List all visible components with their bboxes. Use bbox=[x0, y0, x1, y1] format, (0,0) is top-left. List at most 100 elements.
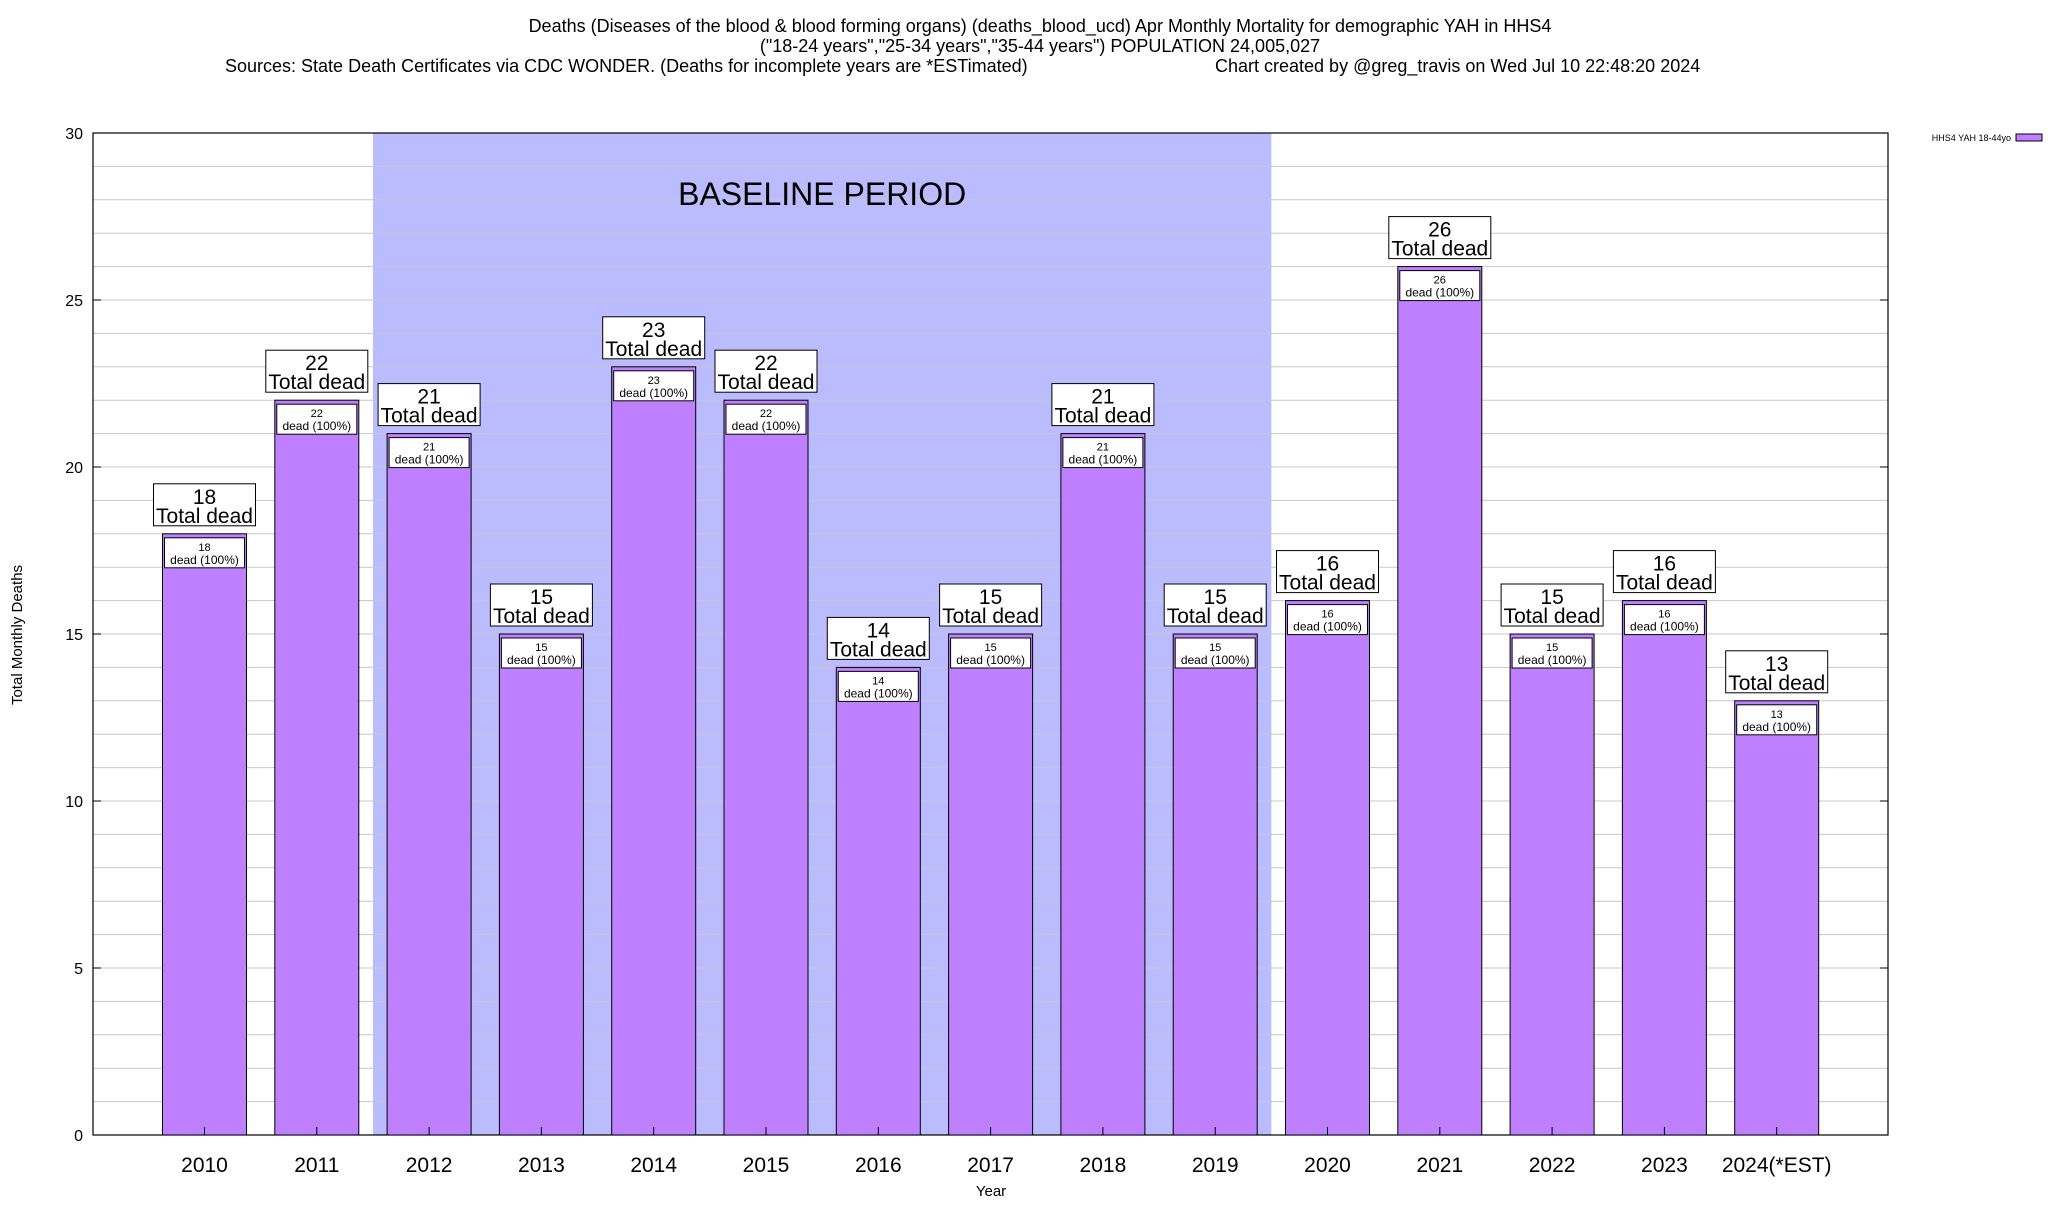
y-tick-label: 20 bbox=[65, 460, 83, 477]
y-tick-label: 5 bbox=[74, 961, 83, 978]
bar bbox=[274, 399, 360, 1136]
bar-total-value-label: 16 bbox=[1653, 553, 1676, 576]
bar-inner-percent-label: dead (100%) bbox=[170, 553, 239, 567]
bar-inner-label-box bbox=[950, 637, 1032, 669]
bar-total-value-label: 15 bbox=[1540, 586, 1563, 609]
bar-total-value-label: 14 bbox=[867, 619, 891, 642]
bar bbox=[1734, 700, 1820, 1136]
y-axis-label: Total Monthly Deaths bbox=[9, 565, 26, 705]
bar-total-text-label: Total dead bbox=[1279, 572, 1376, 595]
bar-inner-percent-label: dead (100%) bbox=[1405, 286, 1474, 300]
legend-label: HHS4 YAH 18-44yo bbox=[1932, 133, 2011, 143]
bar-inner-value-label: 18 bbox=[198, 542, 210, 554]
bar-total-label-box bbox=[1051, 383, 1155, 427]
bar-inner-value-label: 16 bbox=[1321, 609, 1333, 621]
bar bbox=[498, 633, 584, 1136]
bar-total-label-box bbox=[826, 616, 930, 660]
bar-inner-label-box bbox=[725, 403, 807, 435]
bar-total-label-box bbox=[377, 383, 481, 427]
x-tick-label: 2018 bbox=[1080, 1154, 1127, 1177]
bar-inner-value-label: 13 bbox=[1771, 709, 1783, 721]
bar-inner-value-label: 15 bbox=[1209, 642, 1221, 654]
y-tick-label: 15 bbox=[65, 627, 83, 644]
y-tick-label: 30 bbox=[65, 126, 83, 143]
bar-total-value-label: 16 bbox=[1316, 553, 1339, 576]
bar-inner-label-box bbox=[613, 370, 695, 402]
bar-total-value-label: 21 bbox=[1091, 386, 1114, 409]
bar-inner-percent-label: dead (100%) bbox=[956, 653, 1025, 667]
y-tick-label: 0 bbox=[74, 1128, 83, 1145]
bar-inner-value-label: 15 bbox=[1546, 642, 1558, 654]
bar-total-text-label: Total dead bbox=[268, 371, 365, 394]
bar-total-value-label: 22 bbox=[305, 352, 328, 375]
bar-total-value-label: 13 bbox=[1765, 653, 1788, 676]
bar-inner-label-box bbox=[1623, 604, 1705, 636]
bar bbox=[386, 433, 472, 1136]
baseline-period-label: BASELINE PERIOD bbox=[678, 176, 966, 212]
bar-total-text-label: Total dead bbox=[830, 638, 927, 661]
bar-inner-percent-label: dead (100%) bbox=[1630, 620, 1699, 634]
bar-total-text-label: Total dead bbox=[493, 605, 590, 628]
bar-inner-value-label: 26 bbox=[1434, 275, 1446, 287]
x-tick-label: 2023 bbox=[1641, 1154, 1688, 1177]
y-tick-label: 25 bbox=[65, 293, 83, 310]
bar-inner-label-box bbox=[1736, 704, 1818, 736]
bar-total-label-box bbox=[714, 349, 818, 393]
bar-total-label-box bbox=[602, 316, 706, 360]
bar-inner-percent-label: dead (100%) bbox=[282, 419, 351, 433]
bar-inner-percent-label: dead (100%) bbox=[1069, 453, 1138, 467]
bar-inner-label-box bbox=[500, 637, 582, 669]
bar-total-label-box bbox=[153, 483, 256, 527]
bar-total-text-label: Total dead bbox=[718, 371, 815, 394]
bar-total-label-box bbox=[489, 583, 593, 627]
bar bbox=[1285, 600, 1370, 1136]
bar-inner-label-box bbox=[1062, 437, 1144, 469]
bar-total-value-label: 15 bbox=[979, 586, 1002, 609]
bar bbox=[1060, 433, 1146, 1136]
x-axis-label: Year bbox=[976, 1183, 1006, 1200]
bar-inner-percent-label: dead (100%) bbox=[507, 653, 576, 667]
bar-total-text-label: Total dead bbox=[1728, 672, 1825, 695]
bar-total-text-label: Total dead bbox=[942, 605, 1039, 628]
bar-inner-label-box bbox=[1174, 637, 1256, 669]
x-tick-label: 2017 bbox=[967, 1154, 1014, 1177]
bar bbox=[835, 666, 921, 1136]
x-tick-label: 2013 bbox=[518, 1154, 565, 1177]
x-tick-label: 2012 bbox=[406, 1154, 453, 1177]
bar-total-label-box bbox=[1725, 650, 1829, 694]
bar-inner-value-label: 15 bbox=[984, 642, 996, 654]
chart-title: Deaths (Diseases of the blood & blood fo… bbox=[529, 16, 1552, 37]
x-tick-label: 2014 bbox=[630, 1154, 677, 1177]
bar bbox=[723, 399, 809, 1136]
x-tick-label: 2015 bbox=[743, 1154, 790, 1177]
legend: HHS4 YAH 18-44yo bbox=[1932, 133, 2043, 143]
bar-inner-percent-label: dead (100%) bbox=[732, 419, 801, 433]
bar-inner-value-label: 14 bbox=[872, 675, 884, 687]
bar-total-value-label: 18 bbox=[193, 486, 216, 509]
bar-inner-label-box bbox=[164, 537, 245, 569]
bar-total-text-label: Total dead bbox=[1391, 238, 1488, 261]
bar-total-label-box bbox=[1276, 550, 1379, 594]
bar-total-value-label: 15 bbox=[530, 586, 553, 609]
bar-total-text-label: Total dead bbox=[1167, 605, 1264, 628]
x-tick-label: 2019 bbox=[1192, 1154, 1239, 1177]
bar-total-value-label: 21 bbox=[417, 386, 440, 409]
bar-inner-label-box bbox=[1399, 270, 1481, 302]
bar-total-value-label: 26 bbox=[1428, 219, 1451, 242]
bar-inner-value-label: 16 bbox=[1658, 609, 1670, 621]
bar-total-label-box bbox=[1388, 216, 1492, 260]
bar-total-label-box bbox=[1612, 550, 1716, 594]
bar bbox=[162, 533, 247, 1136]
bar-total-text-label: Total dead bbox=[605, 338, 702, 361]
bar bbox=[611, 366, 697, 1136]
bar-inner-percent-label: dead (100%) bbox=[395, 453, 464, 467]
bar-total-label-box bbox=[1500, 583, 1604, 627]
bar-inner-percent-label: dead (100%) bbox=[1181, 653, 1250, 667]
bar bbox=[948, 633, 1034, 1136]
bar-inner-value-label: 23 bbox=[648, 375, 660, 387]
bar-inner-value-label: 15 bbox=[535, 642, 547, 654]
chart-credit: Chart created by @greg_travis on Wed Jul… bbox=[1215, 56, 1700, 77]
bar bbox=[1172, 633, 1258, 1136]
bar bbox=[1397, 266, 1483, 1136]
